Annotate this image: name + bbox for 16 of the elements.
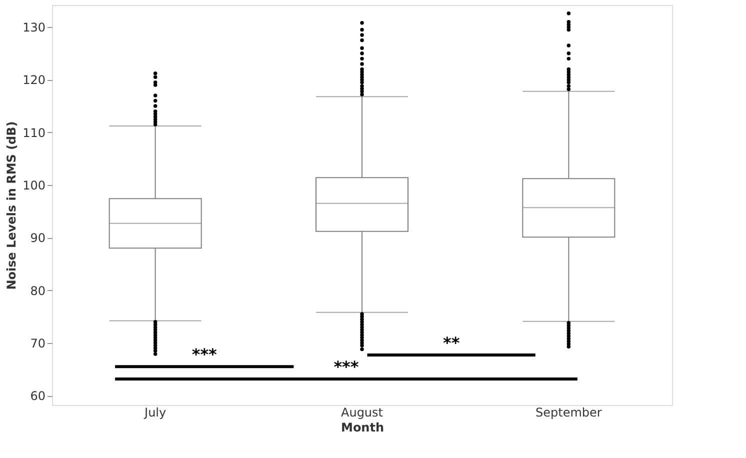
annotation: ***: [192, 345, 218, 364]
y-tick-label: 120: [22, 73, 46, 88]
y-tick-label: 70: [30, 336, 46, 350]
y-tick-label: 130: [22, 20, 46, 35]
annotation: **: [442, 333, 460, 352]
x-tick-label: August: [341, 406, 384, 420]
y-tick-label: 100: [22, 178, 46, 192]
annotation: ***: [334, 357, 360, 376]
x-axis-title: Month: [340, 420, 384, 434]
y-tick-label: 60: [30, 389, 46, 404]
y-tick-label: 110: [22, 126, 46, 140]
y-tick-label: 80: [30, 284, 46, 298]
y-tick-label: 90: [30, 231, 46, 246]
x-tick-label: September: [536, 406, 602, 420]
x-tick-label: July: [144, 406, 166, 420]
y-axis-title: Noise Levels in RMS (dB): [4, 121, 19, 290]
